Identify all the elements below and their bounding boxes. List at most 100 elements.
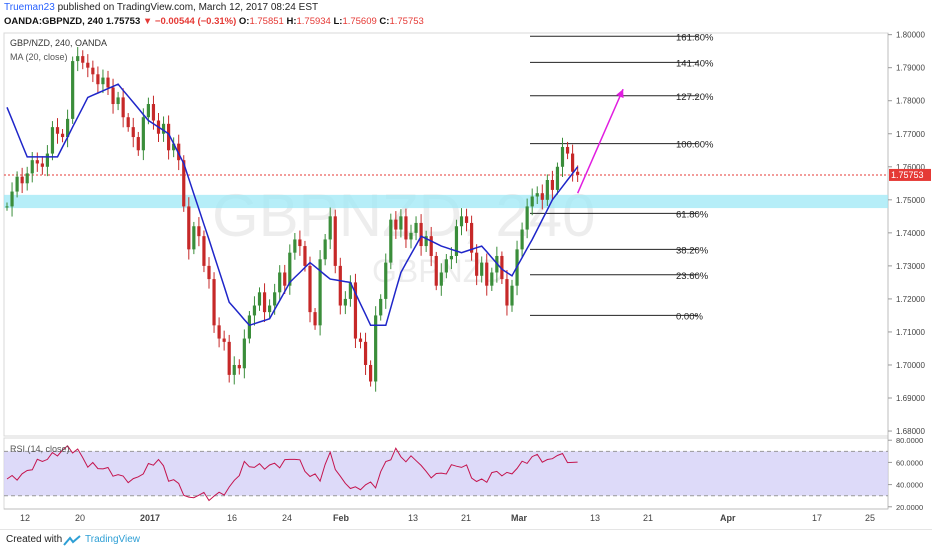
fibonacci-extension[interactable]: 161.80% 141.40% 127.20% 100.00% 61.80% 38.20%… (530, 32, 714, 322)
candle-body (389, 219, 393, 263)
legend-rsi: RSI (14, close) (10, 444, 70, 454)
support-zone[interactable] (4, 194, 888, 209)
candle-body (571, 153, 575, 172)
time-axis-label: 21 (461, 513, 471, 523)
candle-body (5, 206, 9, 208)
candle-body (459, 216, 464, 227)
candle-body (91, 67, 95, 75)
candle-body (283, 272, 287, 286)
price-axis-label: 1.68000 (896, 427, 925, 436)
candle-body (490, 272, 494, 286)
candle-body (278, 272, 282, 293)
candle-body (151, 104, 156, 121)
candle-body (308, 265, 312, 313)
symbol-text: OANDA:GBPNZD, 240 (4, 16, 104, 27)
candle-body (136, 137, 140, 151)
candle-body (187, 206, 191, 250)
candle-body (167, 123, 171, 151)
candle-body (545, 179, 549, 200)
candle-body (242, 338, 246, 369)
candle-body (333, 216, 337, 266)
time-axis[interactable]: 12 20 2017 16 24 Feb 13 21 Mar 13 21 Apr 17 25 (20, 513, 875, 523)
footer: Created with TradingView (0, 529, 932, 551)
close-value: 1.75753 (389, 16, 424, 27)
candle-body (369, 364, 373, 382)
candle-body (464, 216, 469, 223)
tradingview-logo-icon (63, 535, 81, 546)
candle-body (419, 222, 423, 247)
candle-body (343, 298, 347, 306)
candle-body (313, 312, 317, 326)
candle-body (252, 305, 257, 316)
candle-body (50, 127, 55, 154)
candle-body (146, 104, 150, 118)
candle-body (71, 61, 75, 119)
candle-body (121, 97, 125, 118)
candle-body (444, 259, 448, 273)
candle-body (449, 255, 453, 260)
fib-level-label: 38.20% (676, 245, 709, 256)
candle-body (66, 118, 70, 138)
candle-body (197, 226, 201, 237)
legend-ma: MA (20, close) (10, 52, 68, 62)
rsi-axis-label: 80.0000 (896, 436, 923, 445)
time-axis-label: 24 (282, 513, 292, 523)
time-axis-label: 21 (643, 513, 653, 523)
candle-body (510, 285, 514, 306)
chart-canvas[interactable]: GBPNZD, 240 GBPNZD 161.80%141.40%127.20%… (0, 0, 932, 530)
candle-body (348, 282, 352, 299)
candle-body (555, 166, 560, 190)
price-axis[interactable]: 1.68000 1.69000 1.70000 1.71000 1.72000 1.730… (888, 31, 925, 436)
time-axis-label: Mar (511, 513, 528, 523)
fib-level-label: 61.80% (676, 209, 709, 220)
candle-body (161, 123, 166, 134)
candle-body (257, 292, 262, 306)
price-axis-label: 1.74000 (896, 229, 925, 238)
candle-body (20, 176, 24, 184)
arrow-head-icon (616, 89, 624, 99)
candle-body (505, 279, 509, 306)
fib-level-label: 0.00% (676, 311, 703, 322)
candle-body (247, 315, 251, 339)
candle-body (434, 255, 438, 286)
legend-symbol: GBP/NZD, 240, OANDA (10, 38, 107, 48)
author-link[interactable]: Trueman23 (4, 2, 55, 13)
fib-level-label: 161.80% (676, 32, 714, 43)
candle-body (15, 176, 19, 192)
watermark-main: GBPNZD, 240 (212, 182, 595, 249)
candle-body (500, 255, 504, 280)
candle-body (81, 56, 85, 63)
candle-body (454, 226, 459, 256)
price-axis-label: 1.76000 (896, 163, 925, 172)
candle-body (298, 239, 302, 247)
candle-body (303, 246, 307, 266)
candle-body (10, 191, 14, 207)
candle-body (384, 262, 388, 299)
candle-body (485, 262, 489, 286)
candle-body (318, 259, 322, 326)
candle-body (560, 146, 565, 167)
rsi-axis[interactable]: 20.0000 40.0000 60.0000 80.0000 (888, 436, 923, 512)
candle-body (475, 252, 479, 276)
candle-body (192, 226, 196, 250)
last-price: 1.75753 (105, 16, 141, 27)
projection-arrow[interactable] (576, 88, 624, 194)
candle-body (172, 143, 176, 151)
candle-body (439, 272, 443, 286)
candle-body (262, 292, 267, 313)
last-price-tag-text: 1.75753 (891, 170, 924, 180)
tradingview-brand[interactable]: TradingView (85, 534, 141, 545)
arrow-shaft (576, 88, 624, 194)
candle-body (520, 229, 524, 250)
price-pane[interactable] (3, 32, 889, 437)
candle-body (293, 239, 297, 253)
ma-line (6, 83, 579, 327)
candle-body (429, 236, 433, 256)
ohlc-header: OANDA:GBPNZD, 240 1.75753 ▼ −0.00544 (−0… (4, 16, 424, 27)
time-axis-label: 25 (865, 513, 875, 523)
rsi-axis-label: 40.0000 (896, 481, 923, 490)
candle-body (550, 179, 554, 190)
rsi-line (6, 445, 578, 502)
candle-body (86, 62, 90, 68)
publish-header: Trueman23 published on TradingView.com, … (4, 2, 318, 13)
